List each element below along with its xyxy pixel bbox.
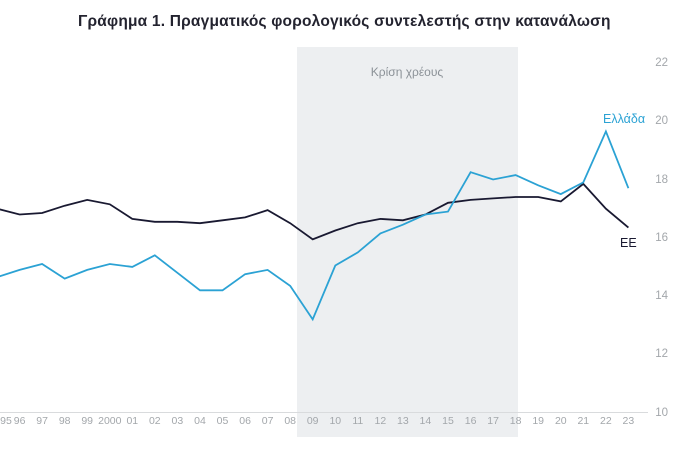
y-tick-label: 22	[655, 56, 668, 69]
greece-series-label: Ελλάδα	[603, 112, 646, 126]
debt-crisis-label: Κρίση χρέους	[370, 65, 444, 79]
y-tick-label: 12	[655, 348, 668, 361]
y-tick-label: 10	[655, 406, 668, 419]
x-tick-label: 03	[171, 415, 184, 427]
x-tick-label: 09	[306, 415, 319, 427]
x-tick-label: 07	[261, 415, 274, 427]
x-tick-label: 2000	[98, 415, 122, 427]
x-tick-label: 11	[352, 415, 364, 427]
x-axis-line	[0, 412, 648, 413]
chart-title: Γράφημα 1. Πραγματικός φορολογικός συντε…	[78, 13, 611, 30]
x-tick-label: 22	[600, 415, 612, 427]
eu-series-label: ΕΕ	[620, 236, 637, 250]
y-tick-label: 20	[655, 115, 668, 128]
greece-series-line	[0, 129, 630, 322]
y-tick-label: 18	[655, 173, 668, 186]
x-tick-label: 21	[577, 415, 590, 427]
x-tick-label: 14	[419, 415, 432, 427]
x-tick-label: 20	[554, 415, 567, 427]
x-tick-label: 19	[532, 415, 545, 427]
x-tick-label: 12	[374, 415, 387, 427]
x-tick-label: 02	[148, 415, 161, 427]
x-tick-label: 13	[397, 415, 409, 427]
x-tick-label: 15	[442, 415, 454, 427]
x-tick-label: 06	[239, 415, 251, 427]
x-tick-label: 99	[81, 415, 94, 427]
eu-series-line	[0, 182, 629, 241]
x-tick-label: 05	[216, 415, 229, 427]
debt-crisis-band	[297, 47, 518, 437]
x-tick-label: 16	[464, 415, 477, 427]
y-tick-label: 14	[655, 290, 668, 303]
x-tick-label: 04	[194, 415, 206, 427]
x-tick-label: 10	[329, 415, 342, 427]
y-tick-label: 16	[655, 231, 668, 244]
x-tick-label: 98	[58, 415, 71, 427]
x-tick-label: 01	[126, 415, 139, 427]
x-tick-label: 08	[284, 415, 297, 427]
x-tick-label: 18	[509, 415, 522, 427]
x-tick-label: 23	[622, 415, 635, 427]
x-tick-label: 96	[13, 415, 26, 427]
x-tick-label: 17	[487, 415, 499, 427]
x-tick-label: 95	[0, 415, 12, 427]
x-tick-label: 97	[36, 415, 48, 427]
